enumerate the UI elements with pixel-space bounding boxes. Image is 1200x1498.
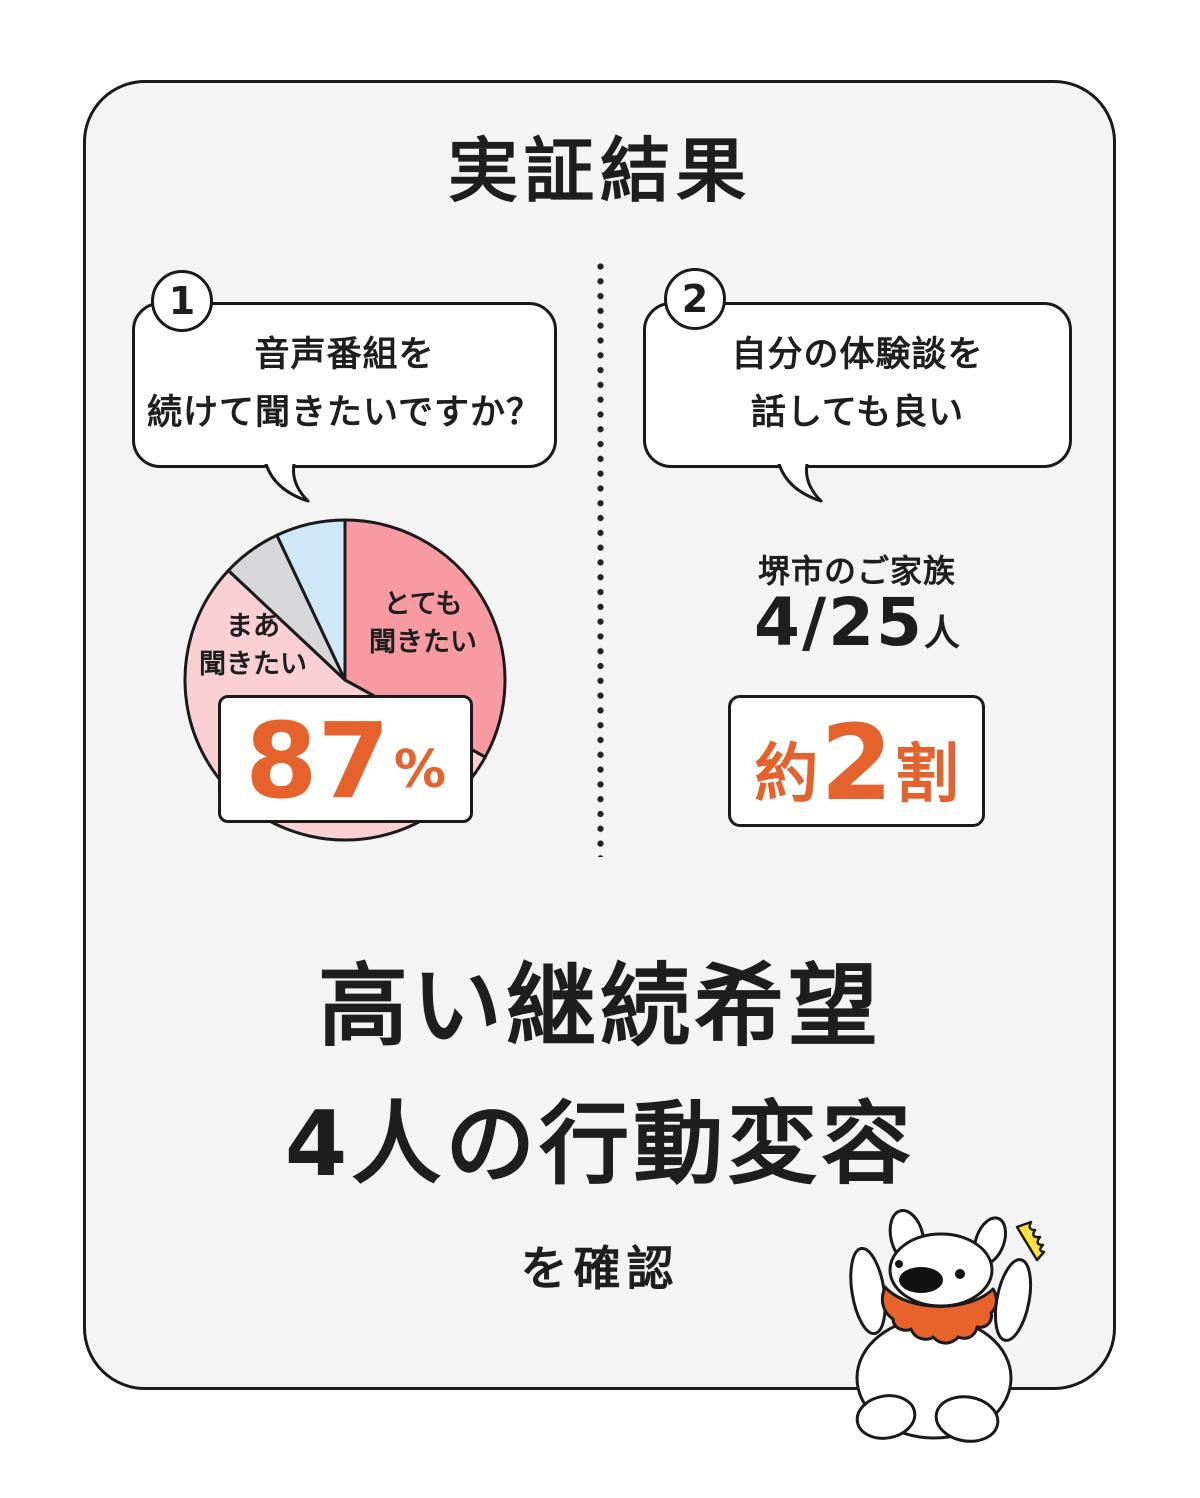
count-value: 4/25 bbox=[754, 584, 924, 661]
pie-slice-label-totemo: とても 聞きたい bbox=[369, 589, 477, 658]
count-unit: 人 bbox=[923, 613, 960, 654]
mascot-right-foot bbox=[934, 1395, 1000, 1443]
stat-unit-percent: % bbox=[393, 740, 446, 800]
mascot-left-foot bbox=[855, 1394, 917, 1440]
spark-icon bbox=[1015, 1220, 1046, 1262]
question-bubble-2: 自分の体験談を 話しても良い bbox=[643, 302, 1072, 468]
stat-callout-87-percent: 87 % bbox=[218, 695, 473, 823]
conclusion-line3: を確認 bbox=[520, 1242, 680, 1297]
stat-value-87: 87 bbox=[245, 700, 390, 823]
conclusion-line2: 4人の行動変容 bbox=[284, 1092, 916, 1197]
question-bubble-2-line2: 話しても良い bbox=[750, 393, 965, 433]
stat-suffix-wari: 割 bbox=[894, 738, 959, 812]
conclusion-line1: 高い継続希望 bbox=[318, 954, 882, 1059]
stat-prefix-yaku: 約 bbox=[754, 738, 819, 812]
bubble-tail-2 bbox=[777, 464, 823, 503]
count-line: 4/25人 bbox=[657, 590, 1057, 656]
stat-callout-2wari: 約 2 割 bbox=[728, 695, 985, 827]
mascot-collar bbox=[880, 1285, 998, 1345]
mascot-left-eye bbox=[895, 1260, 903, 1268]
question-bubble-1-line2: 続けて聞きたいですか？ bbox=[147, 393, 542, 433]
mascot-nose bbox=[899, 1267, 943, 1293]
pie-slice bbox=[275, 518, 347, 682]
mascot-right-eye bbox=[955, 1269, 965, 1279]
dotted-divider bbox=[597, 263, 604, 857]
question-bubble-2-line1: 自分の体験談を bbox=[731, 335, 984, 376]
badge-number-1: 1 bbox=[151, 270, 213, 332]
page-title: 実証結果 bbox=[448, 130, 752, 212]
group-label-sakai: 堺市のご家族 bbox=[757, 552, 956, 590]
pie-slice-label-maa: まあ 聞きたい bbox=[199, 611, 307, 680]
question-bubble-1-line1: 音声番組を bbox=[254, 335, 435, 376]
badge-number-2: 2 bbox=[664, 268, 726, 330]
dog-mascot bbox=[849, 1209, 1046, 1443]
bubble-tail-1 bbox=[264, 464, 310, 503]
stat-value-2: 2 bbox=[820, 702, 893, 825]
question-bubble-1: 音声番組を 続けて聞きたいですか？ bbox=[132, 302, 557, 468]
mascot-head bbox=[888, 1232, 994, 1308]
